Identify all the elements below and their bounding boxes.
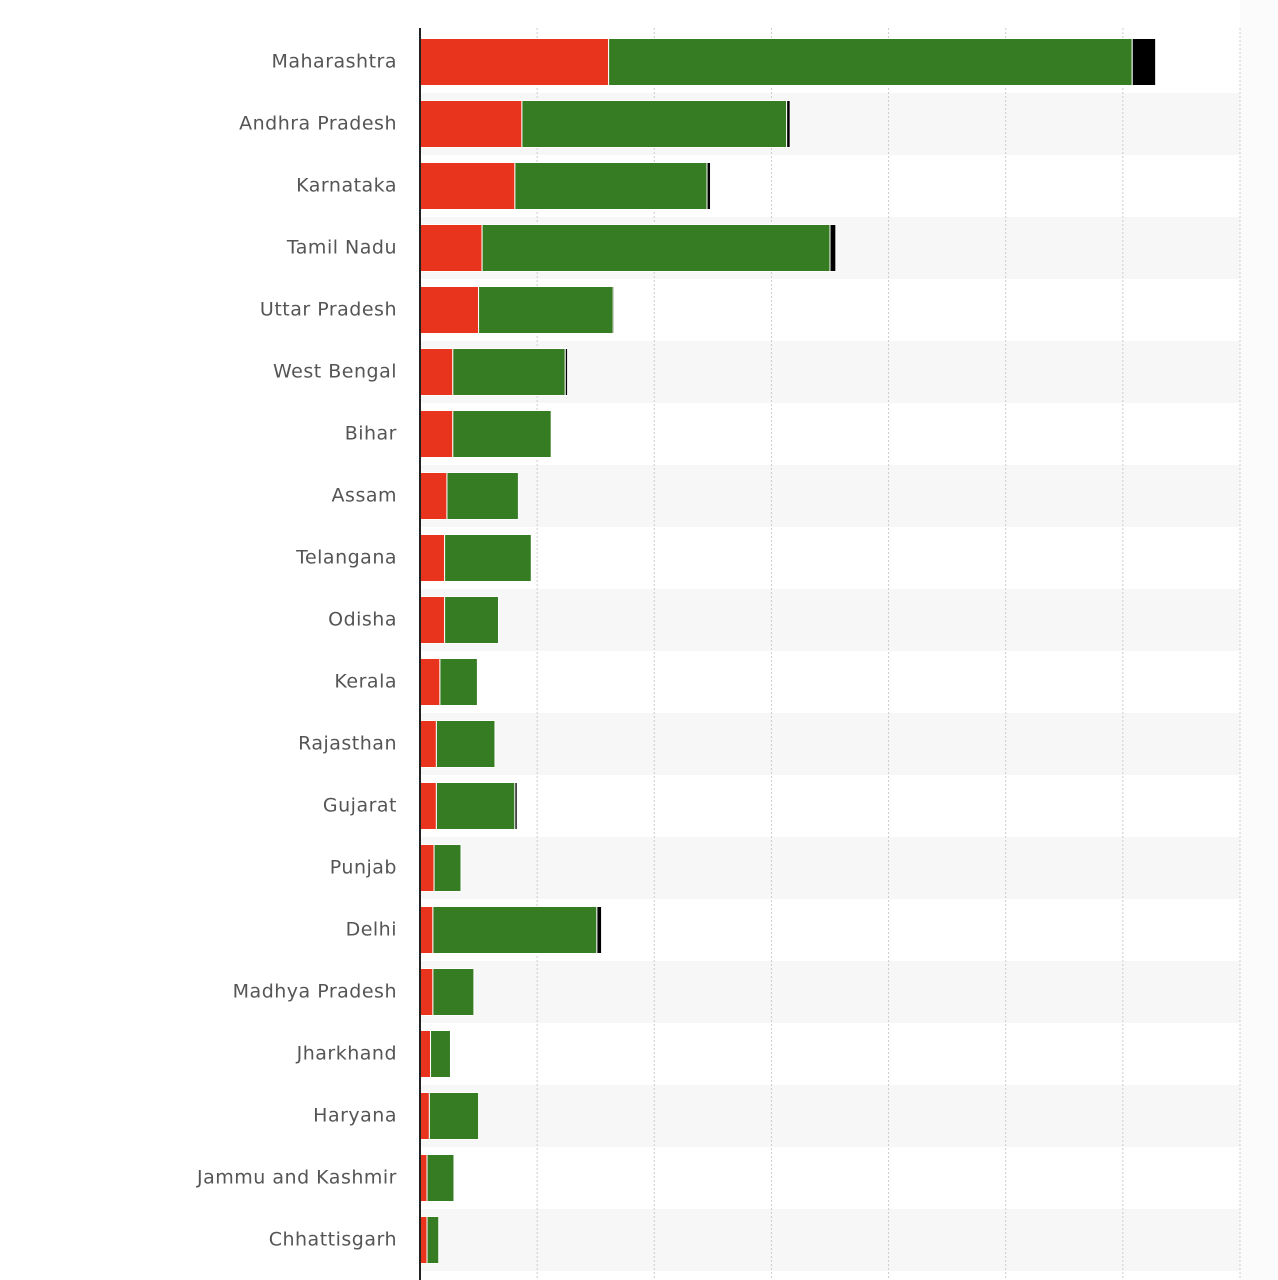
y-tick-label: West Bengal [273,361,397,383]
y-tick-label: Assam [332,485,397,507]
bar-segment [419,162,516,210]
bar-segment [426,1154,455,1202]
row-band [420,465,1240,527]
bar-segment [419,1030,432,1078]
bar-segment [419,348,454,396]
bar-segment [432,968,475,1016]
bar-segment [419,596,446,644]
y-tick-label: Uttar Pradesh [260,299,397,321]
bar-segment [444,534,532,582]
y-tick-label: Jharkhand [296,1043,397,1065]
bar-segment [419,286,480,334]
bar-segment [514,782,518,830]
row-band [420,1209,1240,1271]
bar-segment [786,100,791,148]
bar-segment [452,410,552,458]
bar-segment [419,658,441,706]
y-tick-label: Gujarat [323,795,397,817]
bar-segment [435,720,496,768]
bar-segment [430,1030,451,1078]
row-band [420,837,1240,899]
bar-segment [419,1216,428,1264]
bar-segment [419,968,434,1016]
y-tick-label: Kerala [334,671,397,693]
bar-segment [612,286,615,334]
bar-segment [435,782,516,830]
y-tick-label: Haryana [313,1105,397,1127]
bar-segment [426,1216,440,1264]
y-tick-label: Maharashtra [271,51,397,73]
y-tick-label: Delhi [346,919,397,941]
y-tick-label: Tamil Nadu [286,237,397,259]
bar-segment [419,720,437,768]
y-tick-label: Andhra Pradesh [239,113,397,135]
bar-segment [419,38,610,86]
row-band [420,589,1240,651]
y-tick-label: Madhya Pradesh [233,981,397,1003]
y-tick-label: Karnataka [296,175,397,197]
bar-segment [706,162,712,210]
y-tick-label: Jammu and Kashmir [196,1167,397,1189]
bar-segment [419,410,454,458]
bar-segment [432,906,598,954]
bar-segment [419,472,448,520]
bar-segment [444,596,499,644]
bar-segment [829,224,837,272]
row-band [420,1085,1240,1147]
y-tick-label: Rajasthan [298,733,397,755]
bar-segment [478,286,614,334]
bar-segment [419,844,435,892]
right-strip [1240,0,1278,1280]
bar-segment [419,782,437,830]
bar-segment [596,906,603,954]
bar-segment [419,224,483,272]
y-tick-label: Bihar [345,423,397,445]
bar-segment [439,658,478,706]
y-tick-label: Odisha [328,609,397,631]
bar-segment [608,38,1133,86]
bar-segment [428,1092,480,1140]
bar-segment [419,906,434,954]
bar-segment [521,100,788,148]
y-tick-label: Telangana [295,547,397,569]
y-tick-label: Chhattisgarh [269,1229,397,1251]
bar-segment [419,534,446,582]
bar-segment [433,844,462,892]
y-tick-label: Punjab [330,857,397,879]
bar-segment [564,348,569,396]
bar-segment [1131,38,1157,86]
bar-segment [446,472,519,520]
bar-segment [514,162,708,210]
bar-segment [481,224,831,272]
bar-segment [419,1154,428,1202]
bar-segment [452,348,566,396]
row-band [420,961,1240,1023]
row-band [420,713,1240,775]
bar-segment [419,100,523,148]
bar-segment [419,1092,430,1140]
